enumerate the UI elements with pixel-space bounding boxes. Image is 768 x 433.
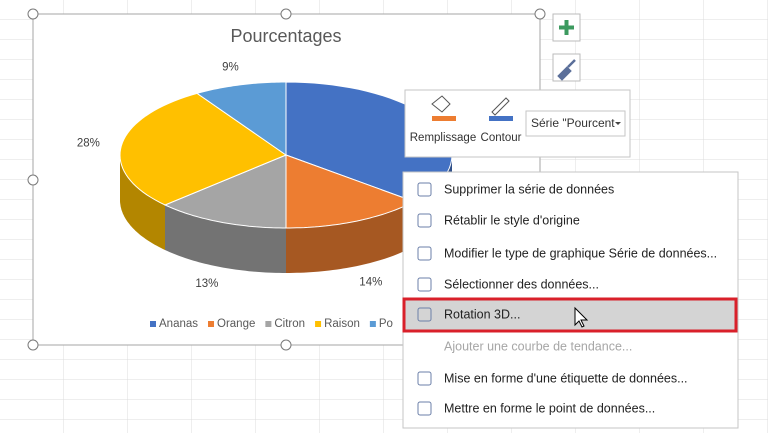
add-element-button[interactable]: [552, 13, 581, 42]
menu-item[interactable]: Mettre en forme le point de données...: [444, 401, 655, 415]
fill-color: [432, 116, 456, 121]
pie-slice-side[interactable]: [165, 205, 286, 273]
menu-item[interactable]: Rétablir le style d'origine: [444, 213, 580, 227]
resize-handle[interactable]: [280, 339, 292, 351]
format-toolbar: Remplissage Contour Série "Pourcent: [404, 89, 631, 158]
pie-slice[interactable]: [195, 81, 287, 156]
data-label: 13%: [195, 278, 218, 290]
pie-slice-side[interactable]: [120, 155, 165, 250]
menu-item: Ajouter une courbe de tendance...: [444, 339, 632, 353]
context-menu: Supprimer la série de données Rétablir le…: [402, 171, 739, 429]
menu-item-highlight: [404, 300, 736, 330]
pie-slice-side[interactable]: [286, 201, 414, 274]
menu-item[interactable]: Rotation 3D...: [444, 307, 520, 321]
highlight-outline: [402, 297, 738, 333]
outline-button-label[interactable]: Contour: [481, 132, 522, 144]
legend-swatch: [315, 321, 322, 327]
menu-item[interactable]: Mise en forme d'une étiquette de données…: [444, 371, 688, 385]
dropdown-arrow: [615, 122, 621, 125]
legend-swatch: [369, 321, 376, 327]
data-label: 28%: [77, 138, 100, 150]
pie-slice[interactable]: [119, 92, 288, 206]
series-dropdown-text: Série "Pourcent: [531, 116, 615, 130]
outline-color: [489, 116, 513, 121]
menu-item[interactable]: Supprimer la série de données: [444, 182, 614, 196]
menu-item[interactable]: Modifier le type de graphique Série de d…: [444, 246, 717, 260]
series-dropdown[interactable]: [525, 110, 626, 137]
menu-icon: [417, 371, 432, 386]
legend-label: Ananas: [159, 318, 198, 330]
menu-icon: [417, 246, 432, 261]
plus-icon: [559, 20, 574, 35]
legend-swatch: [208, 321, 215, 327]
legend-label: Citron: [274, 318, 305, 330]
resize-handle[interactable]: [280, 8, 292, 20]
chart-title: Pourcentages: [230, 26, 341, 46]
menu-icon: [417, 401, 432, 416]
menu-icon: [417, 307, 432, 322]
mouse-cursor: [574, 306, 589, 328]
brush-icon: [557, 59, 576, 81]
pie-slice[interactable]: [285, 154, 416, 229]
menu-icon: [417, 213, 432, 228]
resize-handle[interactable]: [27, 339, 39, 351]
menu-icon: [417, 182, 432, 197]
legend-label: Po: [379, 318, 393, 330]
resize-handle[interactable]: [534, 8, 546, 20]
legend-label: Orange: [217, 318, 255, 330]
menu-icon: [417, 277, 432, 292]
resize-handle[interactable]: [27, 174, 39, 186]
pie-slice[interactable]: [163, 154, 287, 229]
legend-swatch: [150, 321, 156, 327]
data-label: 14%: [359, 277, 382, 289]
resize-handle[interactable]: [27, 8, 39, 20]
legend-swatch: [265, 321, 272, 327]
fill-icon[interactable]: [431, 95, 451, 113]
outline-icon[interactable]: [491, 97, 510, 116]
menu-item[interactable]: Sélectionner des données...: [444, 277, 599, 291]
legend-label: Raison: [324, 318, 360, 330]
fill-button-label[interactable]: Remplissage: [410, 132, 476, 144]
data-label: 9%: [222, 61, 239, 73]
chart-side-buttons: [552, 13, 581, 82]
